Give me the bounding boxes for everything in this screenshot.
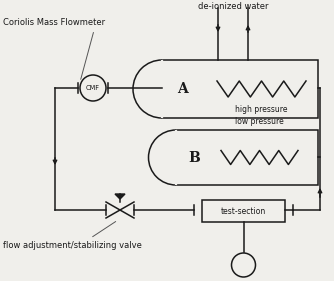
Circle shape (231, 253, 256, 277)
Bar (162, 60, 318, 118)
Text: Coriolis Mass Flowmeter: Coriolis Mass Flowmeter (3, 18, 105, 79)
Circle shape (80, 75, 106, 101)
Bar (176, 130, 318, 185)
Text: CMF: CMF (86, 85, 100, 91)
Text: high pressure: high pressure (235, 105, 288, 114)
Text: test-section: test-section (221, 207, 266, 216)
Text: B: B (188, 151, 200, 164)
Text: de-ionized water: de-ionized water (198, 2, 268, 11)
Polygon shape (115, 194, 125, 199)
Text: A: A (177, 82, 187, 96)
Text: low pressure: low pressure (235, 117, 284, 126)
Bar (202, 200, 285, 222)
Text: flow adjustment/stabilizing valve: flow adjustment/stabilizing valve (3, 221, 142, 250)
